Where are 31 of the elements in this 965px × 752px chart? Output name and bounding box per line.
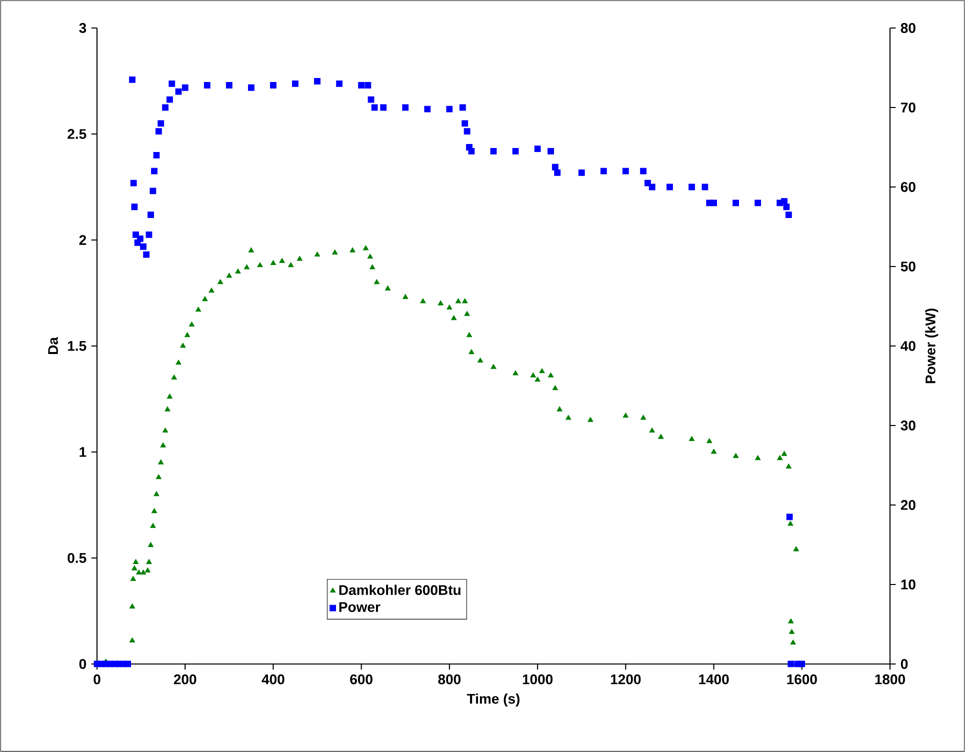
y-tick-label: 2: [79, 235, 86, 245]
x-tick-label: 1400: [699, 674, 729, 684]
y2-tick-label: 60: [900, 182, 916, 192]
x-tick-label: 1000: [522, 674, 553, 684]
x-tick-label: 1200: [610, 674, 641, 684]
y-tick-label: 0: [79, 659, 86, 669]
y2-tick-label: 30: [900, 420, 916, 430]
x-axis-title: Time (s): [466, 693, 520, 707]
x-tick-label: 800: [438, 674, 461, 684]
y2-tick-label: 50: [900, 262, 916, 272]
x-tick-label: 200: [174, 674, 196, 684]
y-axis-title: Da: [48, 336, 58, 354]
x-tick-label: 600: [350, 674, 372, 684]
y-tick-label: 1.5: [68, 341, 86, 351]
legend-label: Damkohler 600Btu: [339, 584, 460, 596]
y-tick-label: 2.5: [68, 129, 86, 139]
x-tick-label: 1800: [875, 674, 905, 684]
y-tick-label: 0.5: [68, 553, 86, 563]
y2-tick-label: 80: [900, 23, 916, 33]
x-tick-label: 0: [94, 674, 100, 684]
y-tick-label: 1: [80, 447, 86, 457]
y2-tick-label: 40: [900, 341, 916, 351]
y2-axis-title: Power (kW): [925, 308, 938, 384]
y2-tick-label: 0: [900, 659, 908, 669]
y2-tick-label: 20: [900, 500, 916, 510]
x-tick-label: 1600: [787, 674, 817, 684]
y2-tick-label: 10: [901, 580, 916, 590]
x-tick-label: 400: [262, 674, 284, 684]
y-tick-label: 3: [79, 23, 86, 33]
legend-label: Power: [339, 602, 380, 612]
y2-tick-label: 70: [901, 102, 916, 112]
